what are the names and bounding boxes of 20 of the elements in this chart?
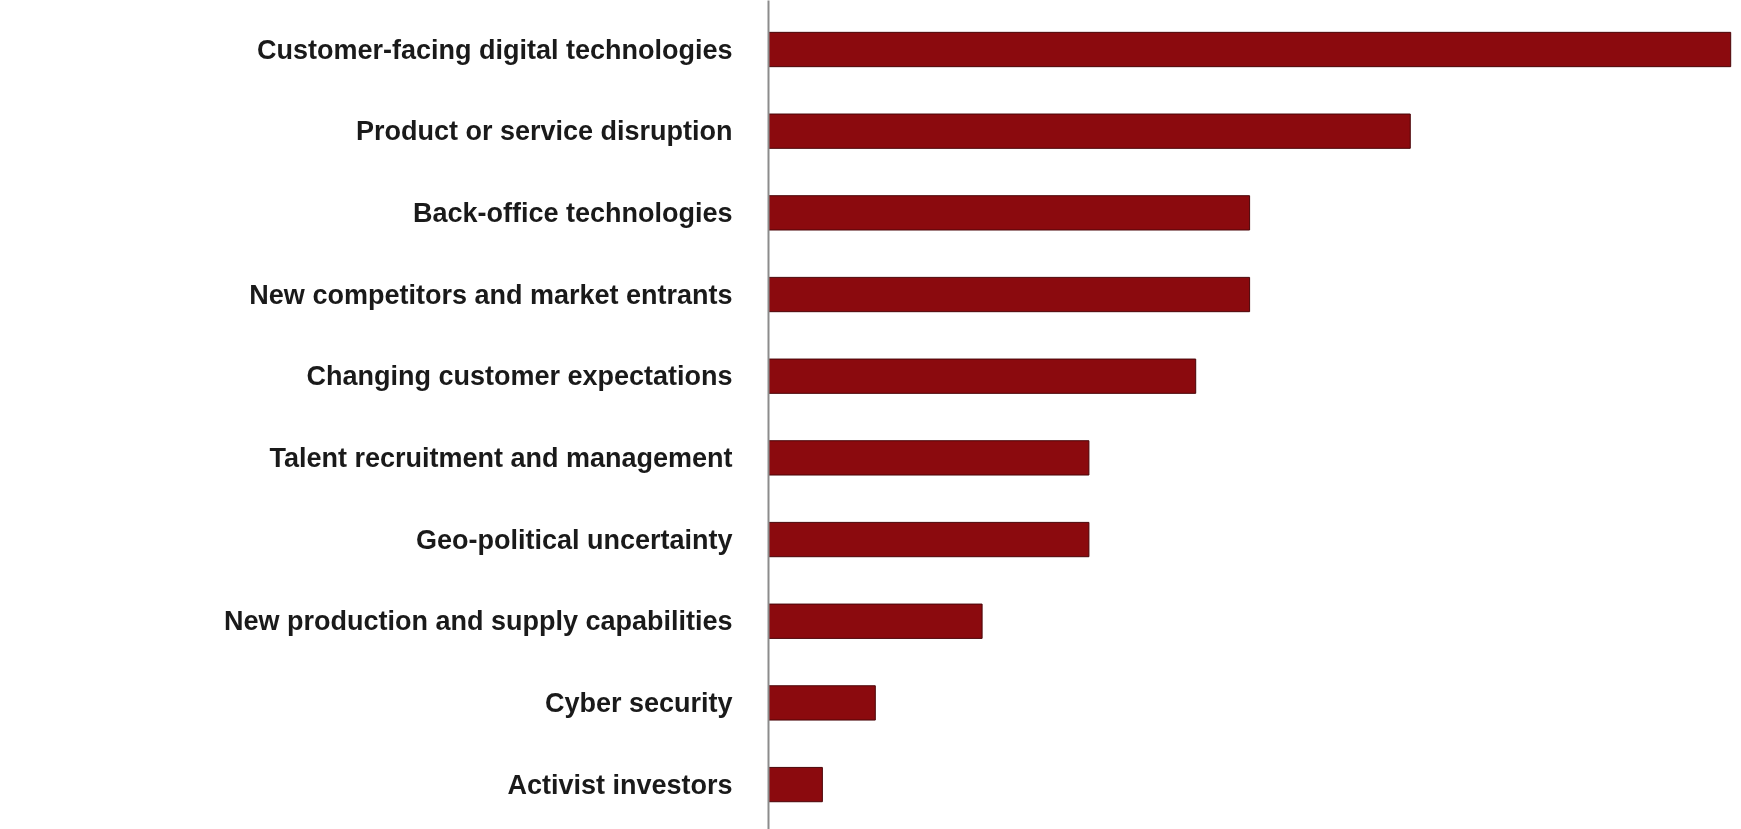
y-tick-label: Product or service disruption — [355, 116, 733, 147]
y-tick-label: New production and supply capabilities — [223, 606, 733, 637]
y-tick-label: New competitors and market entrants — [249, 279, 733, 310]
bar — [768, 685, 876, 721]
bar — [768, 31, 1732, 68]
y-tick-label: Talent recruitment and management — [269, 442, 733, 473]
bar — [768, 195, 1251, 231]
y-tick-label: Geo-political uncertainty — [415, 524, 733, 555]
bar — [768, 603, 983, 639]
bar — [768, 358, 1197, 394]
bar — [768, 766, 823, 803]
y-tick-label: Changing customer expectations — [306, 361, 733, 392]
bar — [768, 113, 1411, 149]
y-tick-label: Activist investors — [507, 769, 733, 800]
bar — [768, 521, 1090, 558]
bar — [768, 440, 1090, 476]
y-tick-label: Cyber security — [544, 687, 733, 718]
bar — [768, 276, 1251, 313]
y-tick-label: Customer-facing digital technologies — [256, 34, 733, 65]
y-tick-label: Back-office technologies — [412, 197, 733, 228]
